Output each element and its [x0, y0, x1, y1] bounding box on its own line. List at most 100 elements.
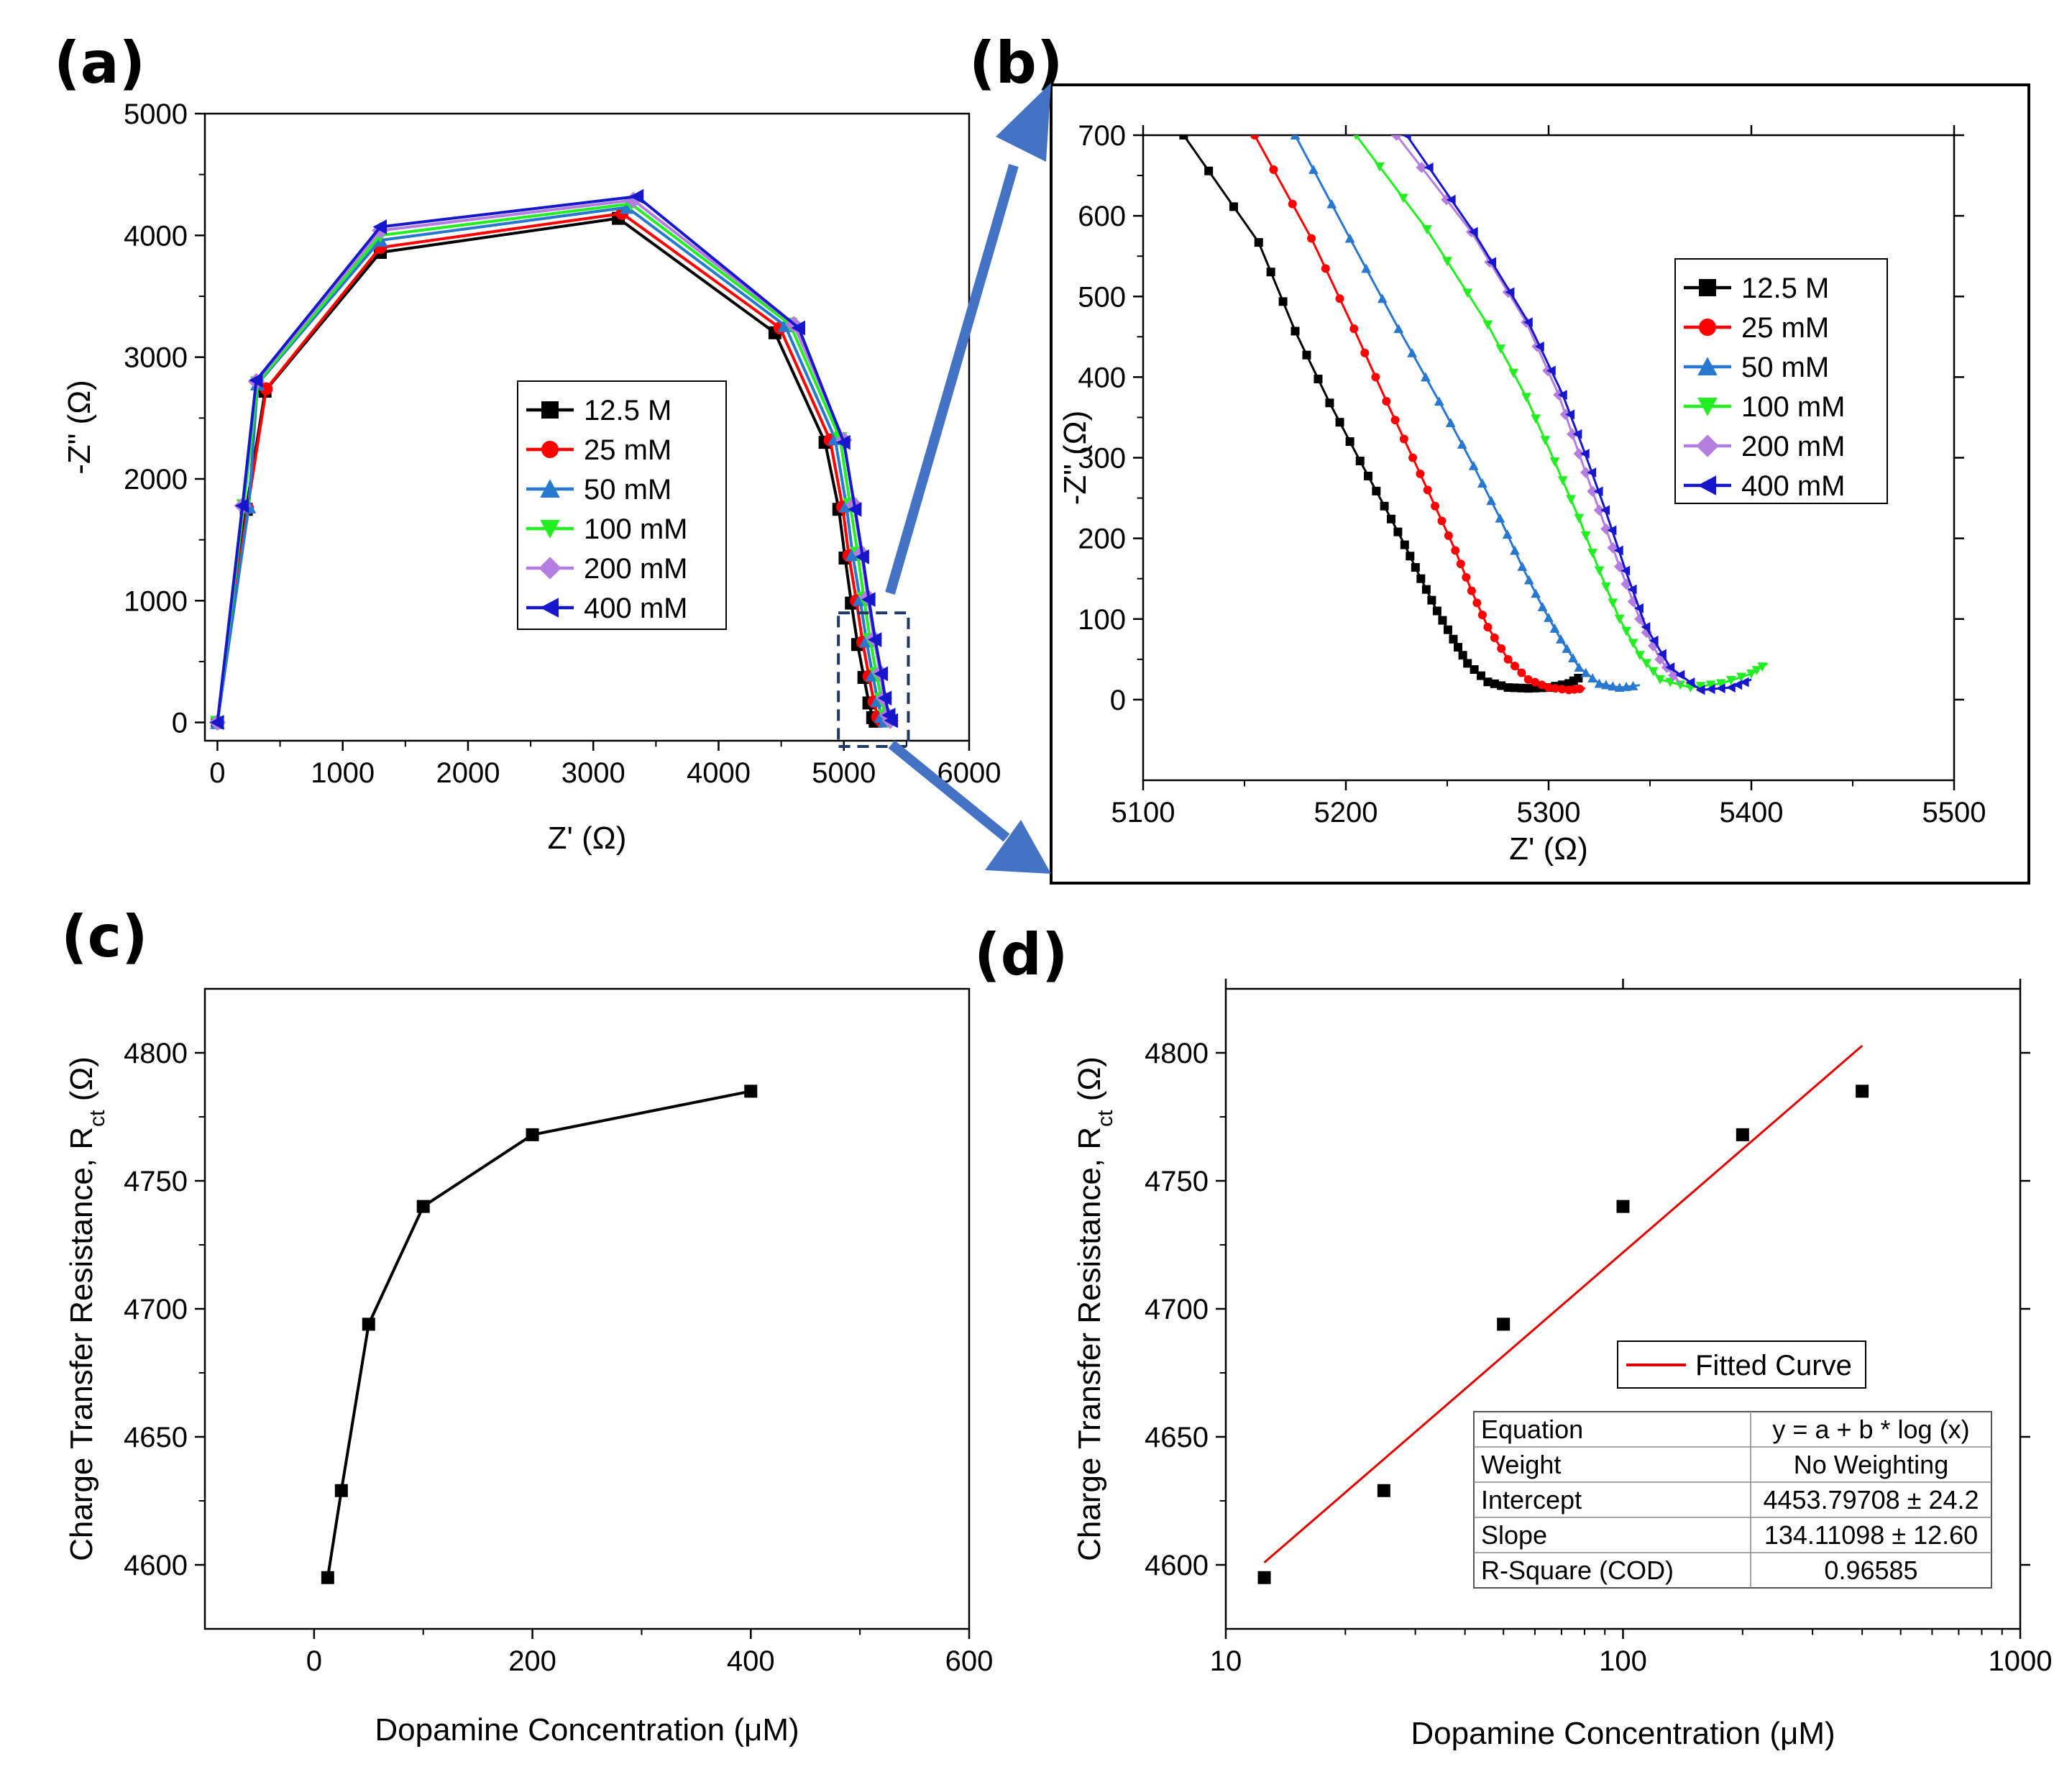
- series-marker-400: [1607, 525, 1617, 536]
- series-marker-100: [1574, 513, 1585, 524]
- series-marker-12.5: [1325, 398, 1334, 408]
- legend-marker-100: [1697, 398, 1718, 416]
- y-axis-title: -Z" (Ω): [62, 380, 97, 475]
- series-marker-12.5: [1204, 166, 1214, 175]
- series-marker-12.5: [321, 1571, 334, 1584]
- series-marker-100: [1608, 598, 1618, 608]
- series-marker-12.5: [1523, 684, 1533, 693]
- x-tick-label: 5500: [1922, 797, 1986, 828]
- series-marker-100: [1580, 531, 1591, 541]
- x-axis-title: Z' (Ω): [1509, 831, 1588, 867]
- series-marker-50: [1537, 602, 1548, 611]
- series-marker-12.5: [1411, 562, 1420, 572]
- series-marker-400: [1580, 448, 1590, 459]
- series-marker-100: [1353, 135, 1359, 140]
- series-marker-25: [1523, 675, 1533, 684]
- stats-cell-name: Weight: [1481, 1450, 1561, 1479]
- legend-label-400: 400 mM: [584, 593, 688, 624]
- fit-legend-label: Fitted Curve: [1695, 1350, 1852, 1381]
- stats-cell-name: Equation: [1481, 1415, 1583, 1444]
- stats-cell-value: 134.11098 ± 12.60: [1764, 1520, 1978, 1550]
- fitted-curve-line: [1263, 1045, 1864, 1563]
- series-marker-400: [1657, 649, 1667, 659]
- series-marker-12.5: [1427, 595, 1436, 605]
- legend-marker-200: [1696, 434, 1719, 457]
- series-marker-25: [1431, 501, 1440, 511]
- series-marker-12.5: [1497, 681, 1506, 690]
- legend-box: [1674, 258, 1888, 504]
- chart-c: 0 200 400 600 4600 4650 4700 4750 4800 Dopamine C…: [64, 987, 993, 1748]
- series-marker-100: [1648, 667, 1659, 677]
- x-tick-label: 5000: [812, 757, 876, 789]
- zoom-arrowhead-up: [996, 83, 1051, 162]
- y-axis-title: -Z" (Ω): [1058, 411, 1093, 506]
- plot-frame: [203, 112, 971, 742]
- series-marker-12.5: [416, 1200, 430, 1213]
- series-marker-50: [1434, 396, 1444, 406]
- series-marker-12.5: [1393, 527, 1403, 536]
- series-marker-25: [1399, 434, 1408, 444]
- x-tick-label: 0: [306, 1645, 322, 1677]
- series-marker-100: [1736, 672, 1746, 682]
- series-marker-25: [1575, 684, 1585, 693]
- series-marker-400: [1587, 467, 1597, 478]
- x-tick-label: 2000: [436, 757, 500, 789]
- series-marker-50: [1544, 612, 1554, 622]
- chart-d: 10 100 1000 4600 4650 4700 4750 4800 Fitted Curv…: [1072, 979, 2052, 1751]
- series-marker-100: [1695, 682, 1706, 692]
- y-tick-label: 0: [1110, 685, 1126, 716]
- series-marker-100: [1557, 476, 1568, 486]
- series-marker-50: [1574, 662, 1585, 672]
- legend-label-100: 100 mM: [1741, 391, 1846, 423]
- series-marker-12.5: [1364, 471, 1373, 480]
- series-marker-12.5: [362, 1317, 375, 1331]
- x-tick-label: 4000: [687, 757, 751, 789]
- series-marker-25: [1497, 644, 1506, 653]
- series-marker-12.5: [1266, 268, 1275, 277]
- series-marker-50: [1393, 324, 1404, 334]
- series-marker-100: [1594, 566, 1605, 576]
- series-marker-12.5: [1302, 350, 1311, 360]
- legend-label-12.5: 12.5 M: [584, 395, 671, 426]
- series-marker-100: [1549, 457, 1560, 467]
- y-tick-label: 4650: [1145, 1422, 1209, 1453]
- series-marker-100: [1655, 675, 1665, 685]
- series-marker-25: [1408, 453, 1418, 462]
- series-marker-50: [1580, 667, 1591, 677]
- series-marker-25: [1462, 572, 1471, 582]
- series-marker-400: [1505, 287, 1515, 298]
- series-marker-100: [1614, 614, 1625, 624]
- series-line-100: [1354, 135, 1769, 689]
- series-marker-200: [1567, 428, 1578, 440]
- series-marker-400: [1685, 677, 1695, 687]
- x-tick-label: 5300: [1517, 797, 1581, 828]
- series-marker-200: [1580, 467, 1592, 478]
- series-line-200: [1395, 135, 1682, 685]
- x-tick-label: 1000: [1989, 1645, 2053, 1677]
- stats-cell-value: No Weighting: [1794, 1450, 1948, 1479]
- series-marker-50: [1531, 588, 1541, 598]
- chart-a: 0 1000 2000 3000 4000 5000 6000010002000300040…: [62, 99, 1001, 856]
- series-marker-50: [1517, 561, 1528, 571]
- series-marker-100: [1751, 666, 1762, 676]
- series-marker-400: [372, 219, 387, 234]
- series-marker-100: [1398, 193, 1408, 204]
- series-marker-12.5: [1449, 634, 1458, 644]
- series-marker-12.5: [334, 1484, 348, 1497]
- series-marker-400: [1546, 365, 1556, 376]
- y-tick-label: 4600: [1145, 1550, 1209, 1581]
- series-marker-100: [1442, 257, 1452, 267]
- y-tick-label: 2000: [124, 464, 188, 495]
- series-marker-400: [791, 320, 806, 336]
- y-tick-label: 500: [1078, 281, 1126, 313]
- y-axis-title-sub: ct: [1094, 1110, 1117, 1127]
- series-marker-100: [1462, 288, 1473, 298]
- y-tick-label: 5000: [124, 99, 188, 130]
- series-marker-25: [1467, 586, 1476, 595]
- x-tick-label: 1000: [311, 757, 375, 789]
- series-marker-25: [1456, 559, 1465, 569]
- legend-label-25: 25 mM: [584, 434, 671, 466]
- legend-label-100: 100 mM: [584, 513, 688, 545]
- series-marker-50: [1587, 673, 1597, 682]
